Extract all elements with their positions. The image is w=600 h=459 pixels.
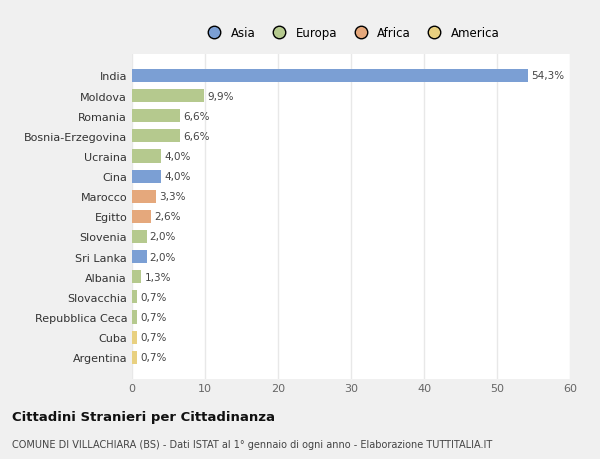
Bar bbox=[132, 110, 180, 123]
Text: 3,3%: 3,3% bbox=[159, 192, 185, 202]
Bar bbox=[132, 271, 142, 284]
Bar bbox=[132, 351, 137, 364]
Text: 0,7%: 0,7% bbox=[140, 292, 166, 302]
Bar bbox=[132, 251, 146, 263]
Text: 1,3%: 1,3% bbox=[145, 272, 171, 282]
Bar bbox=[132, 210, 151, 224]
Bar bbox=[132, 331, 137, 344]
Text: COMUNE DI VILLACHIARA (BS) - Dati ISTAT al 1° gennaio di ogni anno - Elaborazion: COMUNE DI VILLACHIARA (BS) - Dati ISTAT … bbox=[12, 440, 492, 449]
Text: 2,6%: 2,6% bbox=[154, 212, 181, 222]
Text: 2,0%: 2,0% bbox=[149, 252, 176, 262]
Text: 9,9%: 9,9% bbox=[207, 91, 233, 101]
Bar bbox=[132, 150, 161, 163]
Bar bbox=[132, 230, 146, 243]
Bar bbox=[132, 90, 204, 103]
Bar bbox=[132, 130, 180, 143]
Text: 54,3%: 54,3% bbox=[532, 71, 565, 81]
Bar bbox=[132, 311, 137, 324]
Text: 0,7%: 0,7% bbox=[140, 353, 166, 363]
Text: 4,0%: 4,0% bbox=[164, 151, 190, 162]
Text: 2,0%: 2,0% bbox=[149, 232, 176, 242]
Text: Cittadini Stranieri per Cittadinanza: Cittadini Stranieri per Cittadinanza bbox=[12, 410, 275, 423]
Text: 0,7%: 0,7% bbox=[140, 312, 166, 322]
Bar bbox=[132, 190, 156, 203]
Bar bbox=[132, 170, 161, 183]
Text: 0,7%: 0,7% bbox=[140, 332, 166, 342]
Text: 4,0%: 4,0% bbox=[164, 172, 190, 182]
Legend: Asia, Europa, Africa, America: Asia, Europa, Africa, America bbox=[197, 22, 505, 45]
Text: 6,6%: 6,6% bbox=[183, 112, 209, 122]
Bar bbox=[132, 70, 529, 83]
Bar bbox=[132, 291, 137, 304]
Text: 6,6%: 6,6% bbox=[183, 132, 209, 141]
